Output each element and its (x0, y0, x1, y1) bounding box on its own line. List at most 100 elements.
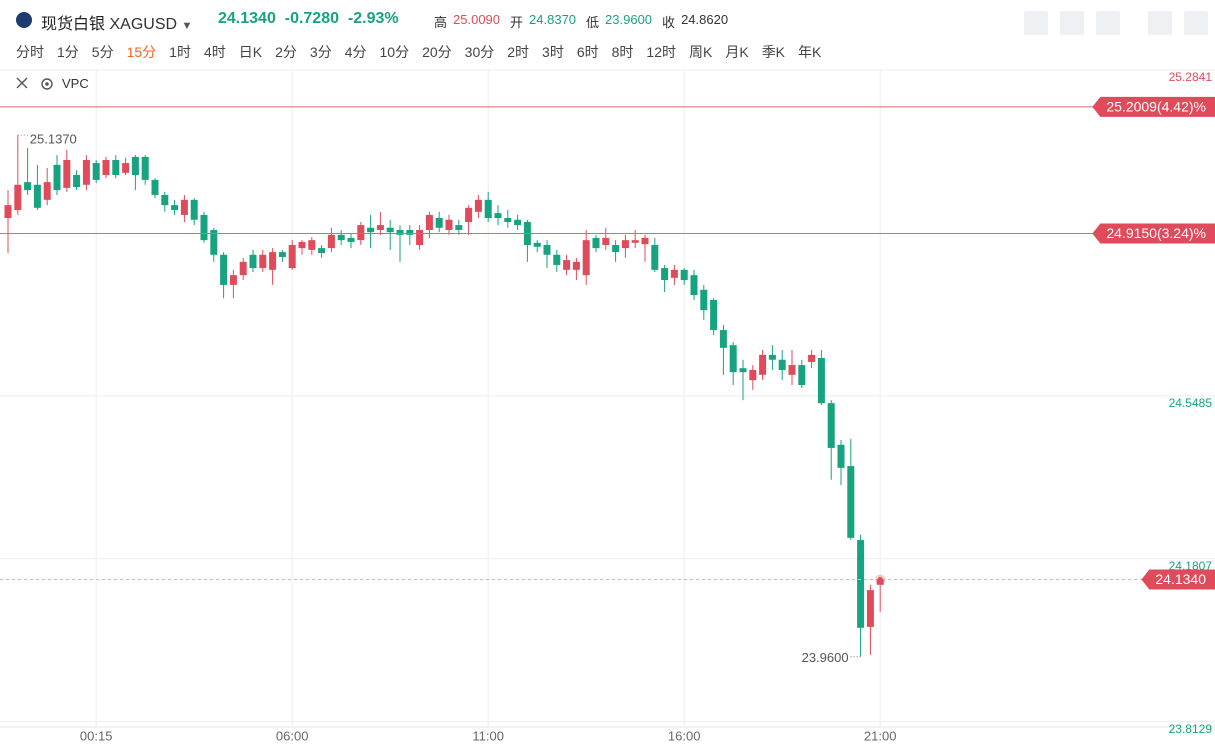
icon-draw[interactable] (1060, 11, 1084, 35)
candle-body (171, 205, 179, 211)
stat-name: 开 (510, 15, 524, 30)
timeframe-tab[interactable]: 1时 (169, 44, 191, 60)
candle-body (817, 357, 825, 404)
candle-body (386, 227, 394, 233)
price-line-label: 25.2009(4.42)% (1106, 99, 1206, 115)
candle-body (651, 245, 659, 270)
candle-body (837, 444, 845, 468)
candle-body (308, 240, 316, 250)
candle-body (4, 205, 12, 219)
stat-value: 24.8370 (529, 12, 577, 27)
indicator-name: VPC (62, 76, 89, 91)
timeframe-tab[interactable]: 年K (798, 44, 822, 60)
candle-body (249, 254, 257, 269)
timeframe-tab[interactable]: 季K (761, 44, 786, 60)
candle-body (43, 182, 51, 200)
timeframe-tab[interactable]: 4分 (344, 44, 367, 60)
close-icon[interactable] (16, 77, 28, 89)
candle-body (661, 268, 669, 281)
high-label: 25.1370 (30, 132, 77, 147)
low-label: 23.9600 (802, 650, 849, 665)
candle-body (445, 219, 453, 230)
timeframe-tab[interactable]: 15分 (126, 44, 157, 60)
symbol[interactable]: 现货白银 XAGUSD ▼ (41, 16, 193, 33)
candle-body (729, 345, 737, 373)
timeframe-tab[interactable]: 10分 (379, 44, 410, 60)
timeframe-tab[interactable]: 1分 (57, 44, 79, 60)
price-line-label: 24.9150(3.24)% (1106, 225, 1206, 241)
current-dot (877, 576, 883, 582)
candle-body (759, 354, 767, 375)
icon-close[interactable] (1184, 11, 1208, 35)
candle-body (396, 229, 404, 235)
icon-candle[interactable] (1096, 11, 1120, 35)
timeframe-tab[interactable]: 周K (689, 44, 713, 60)
candle-body (357, 225, 365, 241)
candle-body (288, 245, 296, 269)
candle-body (347, 237, 355, 242)
y-tick-label: 24.5485 (1169, 396, 1213, 410)
candle-body (543, 245, 551, 255)
candle-body (161, 194, 169, 206)
symbol-name: 现货白银 (41, 16, 106, 33)
icon-line[interactable] (1024, 11, 1048, 35)
candle-body (602, 237, 610, 246)
candle-body (670, 269, 678, 278)
candle-body (220, 254, 228, 285)
candle-body (631, 240, 639, 243)
y-tick-label: 24.1807 (1169, 559, 1213, 573)
candle-body (710, 299, 718, 331)
timeframe-tab[interactable]: 20分 (422, 44, 452, 60)
candle-body (514, 219, 522, 226)
candle-body (808, 354, 816, 362)
timeframe-tab[interactable]: 3时 (542, 44, 564, 60)
timeframe-tab[interactable]: 6时 (576, 44, 599, 60)
timeframe-tabs: 分时 1分 5分 15分 1时 4时 日K 2分 3分 4分 10分 20分 30分 2时 3时 6时 8时 12… (16, 42, 821, 62)
candle-body (337, 234, 345, 241)
timeframe-tab[interactable]: 分时 (16, 44, 44, 60)
candle-body (24, 182, 32, 191)
candle-body (112, 159, 120, 176)
icon-shrink[interactable] (1148, 11, 1172, 35)
candle-body (778, 359, 786, 370)
candle-body (33, 184, 41, 208)
candle-body (749, 369, 757, 381)
indicator-controls (16, 77, 53, 90)
candle-body (239, 261, 247, 276)
candle-body (259, 254, 267, 269)
stats: 高 25.0090 开 24.8370 低 23.9600 收 24.8620 (434, 12, 732, 31)
timeframe-tab[interactable]: 2时 (507, 44, 530, 60)
candle-body (63, 159, 71, 188)
current-price-tag (1141, 569, 1215, 590)
timeframe-tab[interactable]: 4时 (203, 44, 226, 60)
candle-body (847, 466, 855, 538)
candle-body (318, 248, 326, 253)
price-line-tag (1092, 96, 1215, 117)
candle-body (435, 218, 443, 228)
timeframe-tab[interactable]: 2分 (275, 44, 297, 60)
candle-body (592, 237, 600, 249)
candle-body (621, 240, 629, 249)
candle-body (876, 579, 884, 585)
gear-hub (45, 82, 49, 86)
candle-body (533, 242, 541, 247)
candle-body (14, 184, 22, 211)
timeframe-tab[interactable]: 5分 (91, 44, 114, 60)
timeframe-tab[interactable]: 8时 (611, 44, 634, 60)
candle-body (700, 289, 708, 311)
timeframe-tab[interactable]: 3分 (309, 44, 332, 60)
gear-icon[interactable] (41, 78, 53, 90)
candle-body (719, 330, 727, 348)
timeframe-tab[interactable]: 月K (725, 44, 749, 60)
candle-body (474, 199, 482, 212)
candle-body (327, 234, 335, 249)
stat-value: 25.0090 (453, 12, 501, 27)
timeframe-tab[interactable]: 12时 (646, 44, 676, 60)
timeframe-tab[interactable]: 30分 (464, 44, 495, 60)
timeframe-tab[interactable]: 日K (238, 44, 263, 60)
candle-body (102, 159, 110, 176)
candle-body (680, 269, 688, 281)
x-tick-label: 21:00 (864, 728, 897, 743)
